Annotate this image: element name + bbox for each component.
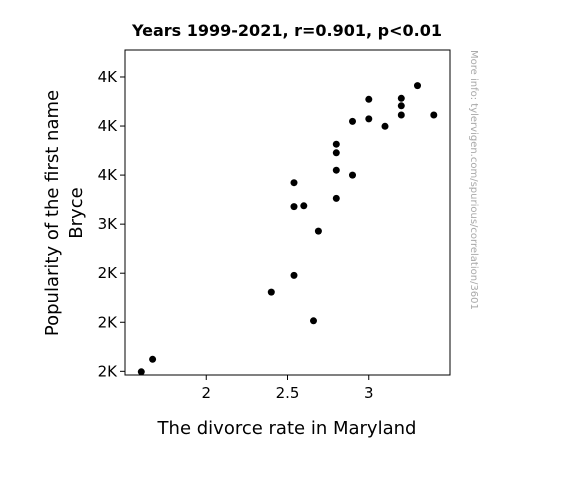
data-point (267, 288, 275, 296)
data-point (381, 122, 389, 130)
data-point (332, 194, 340, 202)
y-tick-label: 2K (98, 313, 119, 331)
y-axis-label-line-2: Bryce (66, 187, 87, 238)
axes-frame (124, 49, 451, 376)
y-axis-label: Popularity of the first name Bryce (42, 90, 87, 336)
y-tick-label: 2K (98, 264, 119, 282)
data-point (365, 115, 373, 123)
x-tick-label: 2.5 (276, 384, 300, 402)
plot-area (124, 49, 451, 376)
data-point (149, 355, 157, 363)
data-point (397, 94, 405, 102)
data-point (349, 171, 356, 179)
y-tick-label: 4K (98, 166, 119, 184)
y-tick-label: 4K (98, 68, 119, 86)
data-point (332, 166, 340, 174)
data-point (137, 368, 145, 376)
data-point (430, 111, 438, 119)
source-watermark: More info: tylervigen.com/spurious/corre… (468, 50, 479, 310)
data-point (397, 102, 405, 110)
data-point (290, 271, 298, 279)
x-tick-label: 3 (364, 384, 374, 402)
chart-title: Years 1999-2021, r=0.901, p<0.01 (131, 21, 442, 40)
x-axis-label: The divorce rate in Maryland (157, 418, 417, 439)
data-point (290, 203, 298, 211)
y-tick-label: 2K (98, 362, 119, 380)
data-point (290, 179, 298, 187)
y-axis-label-line-1: Popularity of the first name (42, 90, 63, 336)
data-point (300, 202, 308, 210)
data-point (349, 117, 356, 125)
x-tick-label: 2 (201, 384, 211, 402)
y-tick-label: 4K (98, 117, 119, 135)
data-point (314, 227, 322, 235)
data-point (414, 82, 421, 90)
data-point (332, 149, 340, 157)
data-point (332, 140, 340, 148)
data-point (365, 95, 373, 103)
y-tick-label: 3K (98, 215, 119, 233)
data-point (397, 111, 405, 119)
x-axis: 2 2.5 3 (201, 375, 374, 402)
data-points (137, 82, 438, 376)
data-point (310, 317, 317, 325)
y-axis: 2K 2K 2K 3K 4K 4K 4K (98, 68, 125, 380)
